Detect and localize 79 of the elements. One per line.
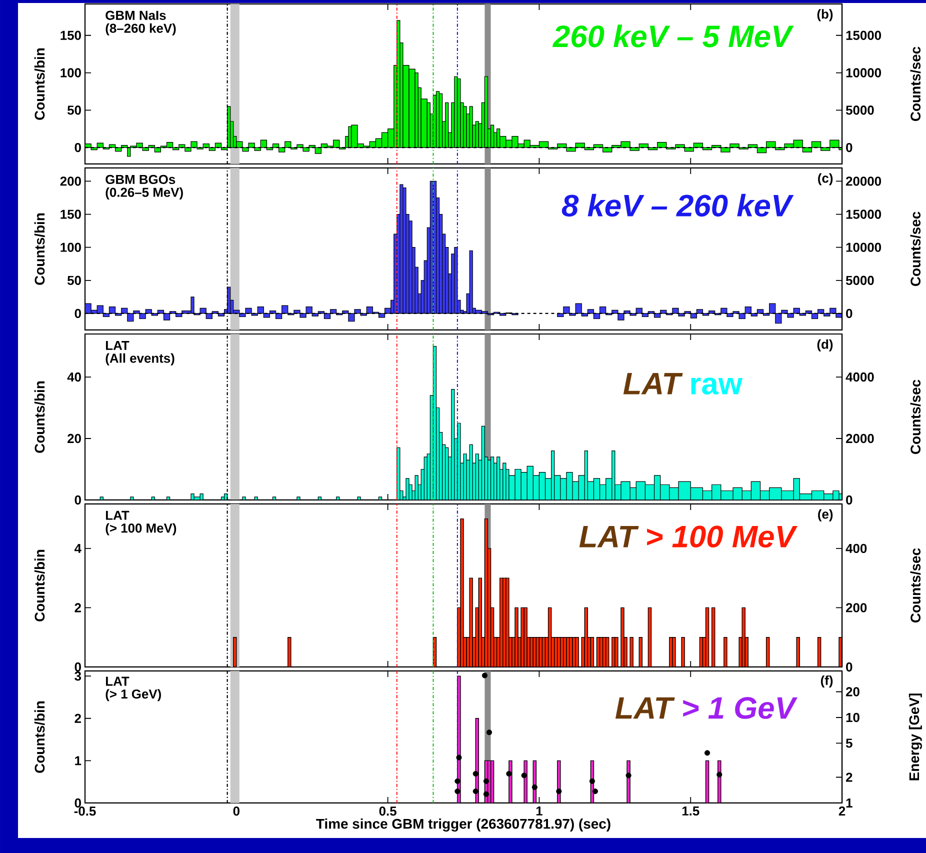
y2-tick-label: 10 [846,712,860,722]
y2-tick-label: 10000 [846,242,882,252]
y2-axis-title: Energy [GeV] [908,694,922,780]
y-tick-label: 0 [74,798,81,808]
y-tick-label: 150 [60,30,81,40]
annotation: GBM BGOs [106,174,176,184]
annotation: (> 1 GeV) [106,689,161,702]
y2-tick-label: 20 [846,687,860,696]
y2-tick-label: 20000 [846,176,882,186]
y-axis-title: Counts/bin [34,550,45,622]
y2-axis-title: Counts/sec [910,380,921,454]
y-axis-title: Counts/bin [34,381,45,453]
y2-tick-label: 15000 [846,30,882,40]
y2-axis-title: Counts/sec [910,46,921,121]
y2-tick-label: 2 [846,772,852,782]
annotation: (b) [817,9,833,22]
y-tick-label: 0 [74,495,81,505]
annotation: > 100 MeV [647,526,798,548]
annotation: (> 100 MeV) [106,523,176,536]
y-tick-label: 200 [60,176,81,186]
y2-tick-label: 400 [846,544,867,554]
annotation: LAT [615,697,675,719]
x-tick-label: 1 [536,806,542,816]
y-tick-label: 20 [68,434,81,444]
y2-tick-label: 0 [846,662,852,672]
x-axis-title: Time since GBM trigger (263607781.97) (sec) [316,818,610,832]
y2-tick-label: 5000 [846,106,874,115]
annotation: LAT [623,373,683,394]
y2-tick-label: 4000 [846,372,874,382]
annotation: > 1 GeV [683,697,798,719]
x-tick-label: -0.5 [74,806,96,816]
annotation: (e) [818,509,833,522]
y-tick-label: 1 [75,756,82,766]
y-tick-label: 0 [74,142,81,152]
y2-tick-label: 10000 [846,68,882,78]
y-tick-label: 2 [74,714,81,723]
y2-tick-label: 2000 [846,434,874,444]
annotation: raw [691,378,742,395]
annotation: LAT [106,510,130,520]
x-tick-label: 2 [838,806,846,816]
y2-tick-label: 0 [846,495,852,505]
y2-tick-label: 1 [846,798,852,808]
annotation: 260 keV – 5 MeV [552,24,794,48]
y2-tick-label: 15000 [846,210,882,219]
y-tick-label: 50 [67,106,81,115]
annotation: (0.26–5 MeV) [106,187,183,200]
y-axis-title: Counts/bin [34,701,45,773]
y-tick-label: 0 [74,308,81,318]
y2-tick-label: 0 [846,142,852,152]
annotation: 8 keV – 260 keV [562,194,794,217]
y-tick-label: 3 [74,671,82,681]
annotation: (c) [818,173,833,186]
annotation: LAT [106,341,130,350]
y2-tick-label: 0 [846,308,852,318]
x-tick-label: 0.5 [379,806,396,816]
y2-axis-title: Counts/sec [910,548,921,622]
y-tick-label: 40 [67,372,81,382]
annotation: GBM NaIs [106,10,166,20]
annotation: (f) [820,675,833,688]
x-tick-label: 0 [233,806,240,816]
y2-tick-label: 5 [846,738,852,748]
annotation: (All events) [106,353,174,366]
y-tick-label: 150 [60,210,81,219]
y2-tick-label: 200 [846,603,867,612]
x-tick-label: 1.5 [682,806,700,816]
y2-axis-title: Counts/sec [910,212,921,286]
y-tick-label: 100 [60,68,81,78]
y-axis-title: Counts/bin [34,48,45,120]
annotation: (8–260 keV) [106,23,176,36]
y-tick-label: 100 [60,242,81,252]
y-tick-label: 2 [74,603,81,612]
annotation: (d) [817,339,833,352]
y-axis-title: Counts/bin [34,213,45,285]
y-tick-label: 0 [74,662,81,672]
annotation: LAT [579,526,639,548]
y-tick-label: 50 [67,276,81,285]
annotation: LAT [106,676,130,686]
y-tick-label: 4 [74,544,82,553]
y2-tick-label: 5000 [846,276,874,285]
